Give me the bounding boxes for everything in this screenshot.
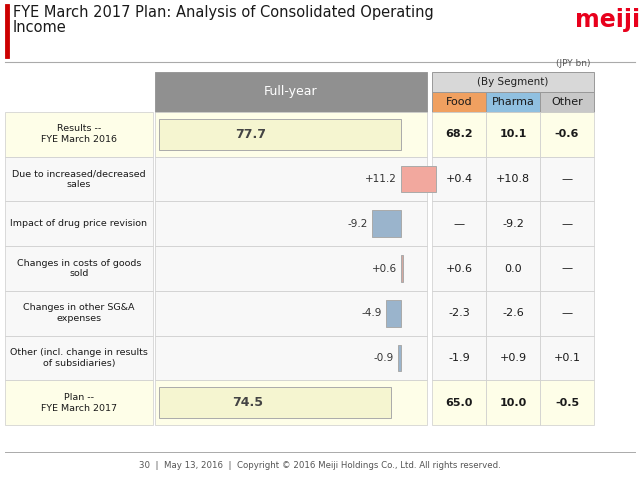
Text: +0.6: +0.6: [445, 264, 472, 274]
Bar: [155, 246, 427, 291]
Bar: [486, 92, 540, 112]
Text: -2.3: -2.3: [448, 308, 470, 318]
Bar: [155, 291, 427, 336]
Text: +0.1: +0.1: [554, 353, 580, 363]
Text: (By Segment): (By Segment): [477, 77, 548, 87]
Bar: [401, 166, 436, 192]
Bar: [540, 92, 594, 112]
Bar: [5, 380, 153, 425]
Bar: [432, 202, 486, 246]
Text: Food: Food: [445, 97, 472, 107]
Bar: [486, 380, 540, 425]
Bar: [5, 112, 153, 156]
Text: -1.9: -1.9: [448, 353, 470, 363]
Text: 30  |  May 13, 2016  |  Copyright © 2016 Meiji Holdings Co., Ltd. All rights res: 30 | May 13, 2016 | Copyright © 2016 Mei…: [139, 460, 501, 469]
Text: 65.0: 65.0: [445, 397, 473, 408]
Bar: [540, 336, 594, 380]
Bar: [155, 72, 427, 112]
Bar: [486, 246, 540, 291]
Text: 10.0: 10.0: [499, 397, 527, 408]
Bar: [155, 112, 427, 156]
Text: +0.9: +0.9: [499, 353, 527, 363]
Text: -0.6: -0.6: [555, 129, 579, 139]
Bar: [486, 156, 540, 202]
Bar: [432, 246, 486, 291]
Text: 0.0: 0.0: [504, 264, 522, 274]
Bar: [401, 255, 403, 282]
Bar: [5, 246, 153, 291]
Bar: [432, 380, 486, 425]
Text: +0.4: +0.4: [445, 174, 472, 184]
Bar: [5, 202, 153, 246]
Bar: [540, 112, 594, 156]
Bar: [486, 112, 540, 156]
Text: Changes in costs of goods
sold: Changes in costs of goods sold: [17, 259, 141, 278]
Text: Income: Income: [13, 21, 67, 36]
Bar: [540, 291, 594, 336]
Bar: [432, 92, 486, 112]
Text: Changes in other SG&A
expenses: Changes in other SG&A expenses: [23, 303, 135, 323]
Bar: [432, 72, 594, 92]
Text: -2.6: -2.6: [502, 308, 524, 318]
Text: +10.8: +10.8: [496, 174, 530, 184]
Bar: [432, 156, 486, 202]
Bar: [540, 380, 594, 425]
Bar: [486, 291, 540, 336]
Text: 77.7: 77.7: [236, 128, 266, 141]
Text: Plan --
FYE March 2017: Plan -- FYE March 2017: [41, 393, 117, 412]
Text: +0.6: +0.6: [372, 264, 397, 274]
Bar: [155, 202, 427, 246]
Bar: [159, 387, 391, 418]
Bar: [5, 336, 153, 380]
Bar: [486, 202, 540, 246]
Text: 10.1: 10.1: [499, 129, 527, 139]
Bar: [540, 156, 594, 202]
Text: —: —: [561, 308, 573, 318]
Bar: [155, 156, 427, 202]
Bar: [432, 291, 486, 336]
Text: meiji: meiji: [575, 8, 640, 32]
Text: Other: Other: [551, 97, 583, 107]
Bar: [159, 119, 401, 150]
Text: -9.2: -9.2: [348, 219, 369, 229]
Bar: [486, 336, 540, 380]
Bar: [432, 336, 486, 380]
Text: -9.2: -9.2: [502, 219, 524, 229]
Text: Due to increased/decreased
sales: Due to increased/decreased sales: [12, 169, 146, 189]
Text: -0.5: -0.5: [555, 397, 579, 408]
Text: —: —: [453, 219, 465, 229]
Text: -0.9: -0.9: [374, 353, 394, 363]
Bar: [540, 202, 594, 246]
Bar: [5, 4, 9, 58]
Text: 74.5: 74.5: [232, 396, 262, 409]
Text: —: —: [561, 264, 573, 274]
Text: Full-year: Full-year: [264, 85, 318, 98]
Bar: [5, 291, 153, 336]
Text: +11.2: +11.2: [365, 174, 397, 184]
Bar: [5, 156, 153, 202]
Text: Other (incl. change in results
of subsidiaries): Other (incl. change in results of subsid…: [10, 348, 148, 368]
Text: Results --
FYE March 2016: Results -- FYE March 2016: [41, 124, 117, 144]
Text: —: —: [561, 174, 573, 184]
Bar: [540, 246, 594, 291]
Text: Impact of drug price revision: Impact of drug price revision: [10, 219, 147, 228]
Text: Pharma: Pharma: [492, 97, 534, 107]
Bar: [432, 112, 486, 156]
Bar: [155, 380, 427, 425]
Text: —: —: [561, 219, 573, 229]
Bar: [398, 345, 401, 372]
Bar: [372, 210, 401, 237]
Text: 68.2: 68.2: [445, 129, 473, 139]
Text: FYE March 2017 Plan: Analysis of Consolidated Operating: FYE March 2017 Plan: Analysis of Consoli…: [13, 4, 434, 20]
Text: (JPY bn): (JPY bn): [556, 60, 590, 69]
Bar: [386, 300, 401, 326]
Bar: [155, 336, 427, 380]
Text: -4.9: -4.9: [362, 308, 381, 318]
